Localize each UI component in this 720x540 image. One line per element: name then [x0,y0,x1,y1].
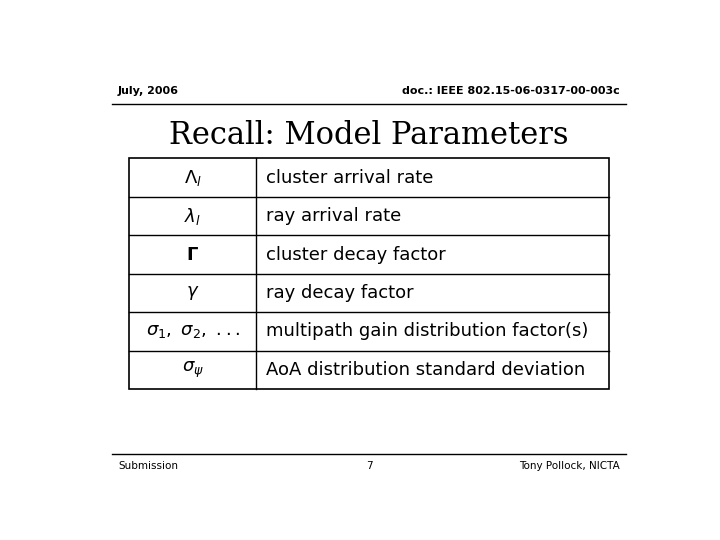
Text: cluster arrival rate: cluster arrival rate [266,168,433,187]
Text: $\lambda_l$: $\lambda_l$ [184,206,201,227]
Text: $\mathbf{\Gamma}$: $\mathbf{\Gamma}$ [186,246,199,264]
Text: doc.: IEEE 802.15-06-0317-00-003c: doc.: IEEE 802.15-06-0317-00-003c [402,86,620,96]
Text: cluster decay factor: cluster decay factor [266,246,446,264]
Text: Tony Pollock, NICTA: Tony Pollock, NICTA [519,461,620,471]
Text: ray decay factor: ray decay factor [266,284,414,302]
Text: $\Lambda_l$: $\Lambda_l$ [184,167,202,187]
Text: Recall: Model Parameters: Recall: Model Parameters [169,120,569,151]
Text: Submission: Submission [118,461,178,471]
Text: ray arrival rate: ray arrival rate [266,207,402,225]
Text: $\sigma_1 ,\ \sigma_2 ,\ ...$: $\sigma_1 ,\ \sigma_2 ,\ ...$ [145,322,240,340]
Text: 7: 7 [366,461,372,471]
Text: AoA distribution standard deviation: AoA distribution standard deviation [266,361,585,379]
Text: multipath gain distribution factor(s): multipath gain distribution factor(s) [266,322,589,340]
Text: $\gamma$: $\gamma$ [186,284,199,302]
Text: $\sigma_\psi$: $\sigma_\psi$ [181,360,204,380]
Bar [129,158,609,389]
Text: July, 2006: July, 2006 [118,86,179,96]
